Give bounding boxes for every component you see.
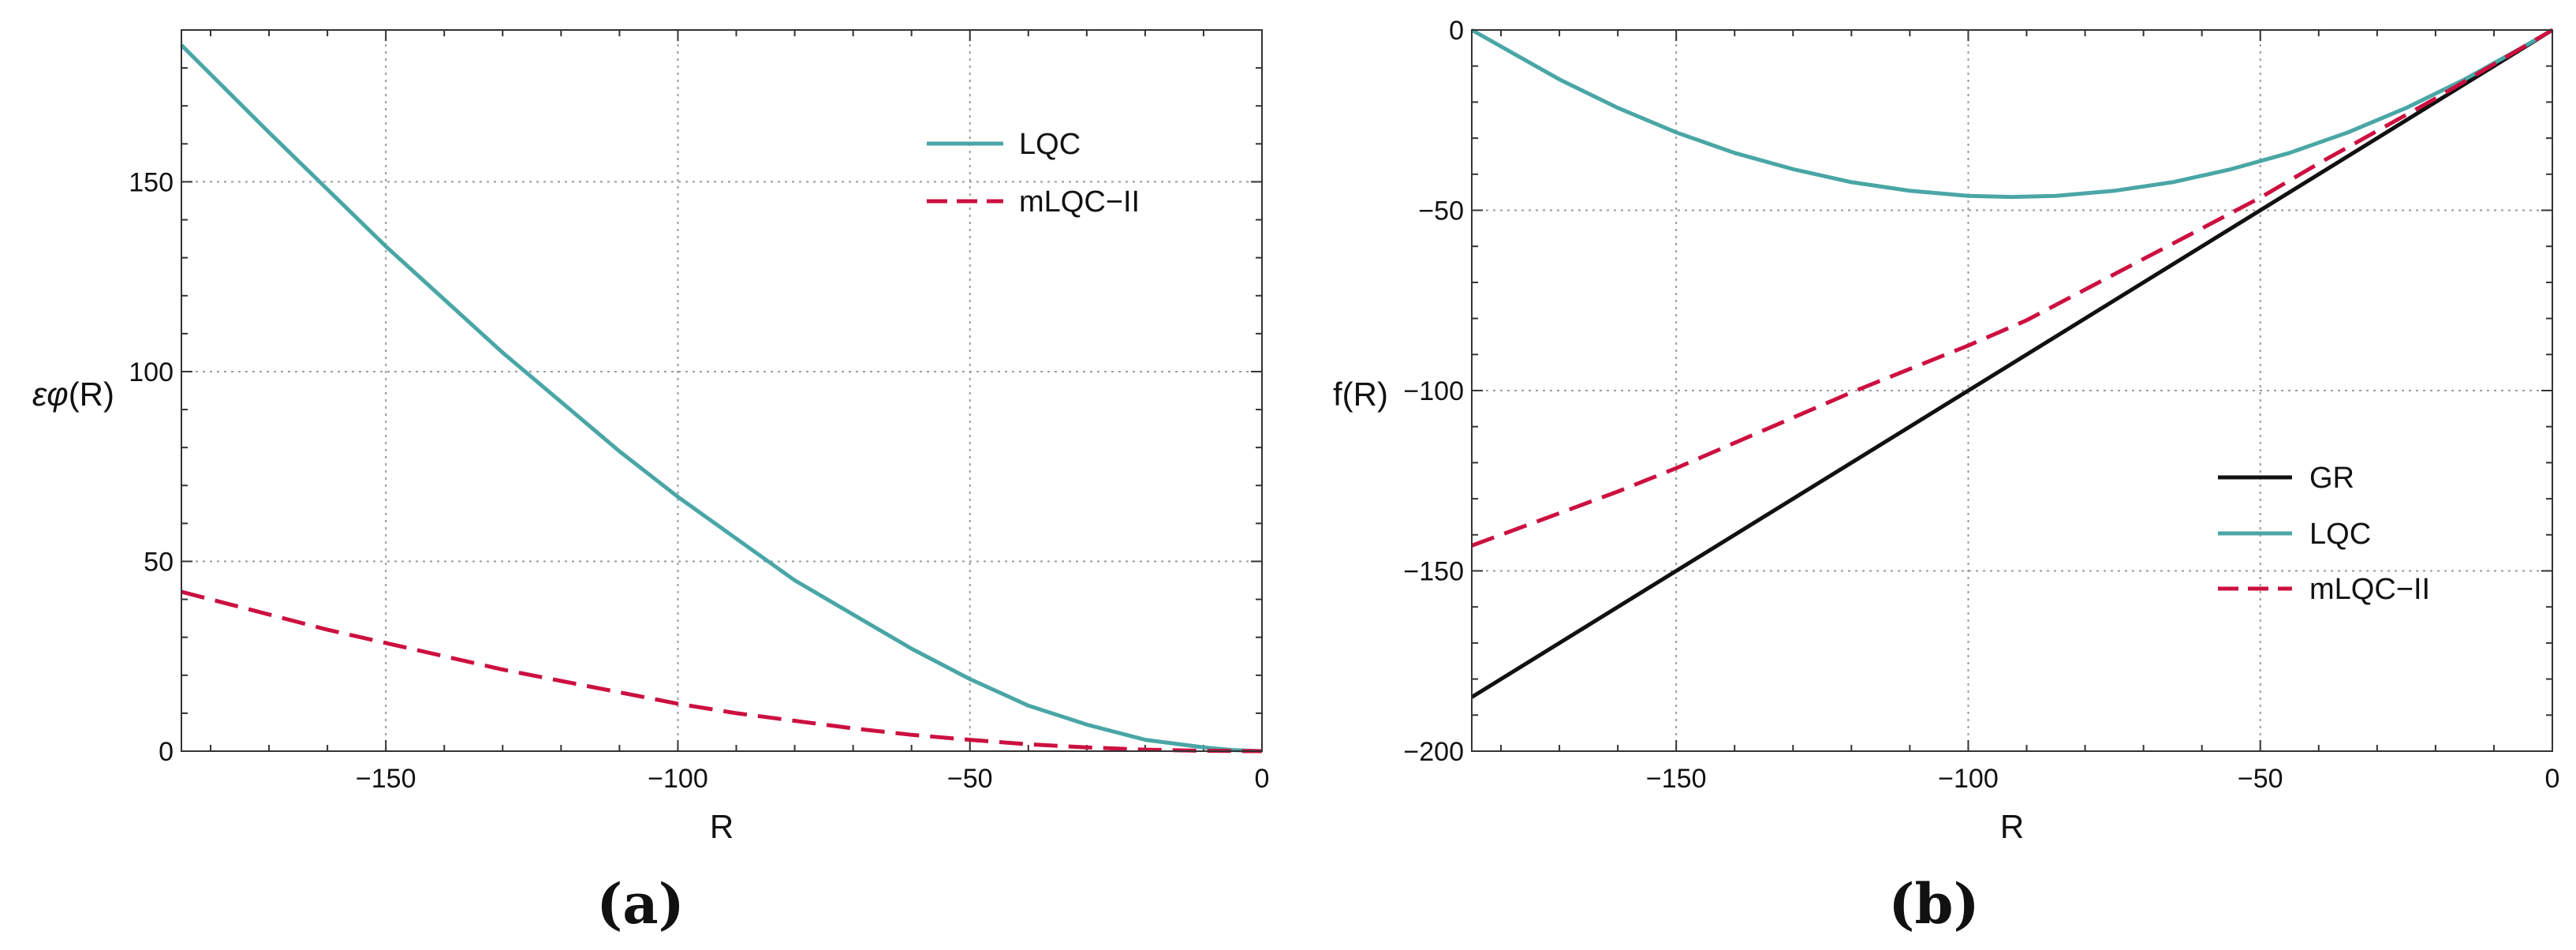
panel-a-y-label-arg: (R) (69, 376, 114, 413)
panel-b: −150 −100 −50 0 −200 −150 −100 −50 0 R f(R) GR L… (1333, 16, 2559, 937)
panel-a-ticks (181, 29, 1263, 752)
panel-a-legend: LQC mLQC−II (927, 128, 1140, 219)
panel-b-series (1470, 28, 2554, 699)
panel-b-x-tick-label: −150 (1646, 764, 1707, 794)
panel-b-y-tick-label: −100 (1403, 376, 1464, 406)
panel-a-y-tick-label: 150 (129, 167, 174, 197)
panel-a-grid (181, 30, 1262, 751)
panel-a-label: (a) (596, 871, 685, 937)
panel-a-y-axis-label: εφ(R) (32, 376, 114, 413)
panel-b-tick-labels: −150 −100 −50 0 −200 −150 −100 −50 0 (1403, 16, 2559, 794)
panel-b-legend-label-lqc: LQC (2309, 518, 2371, 551)
panel-a-series (180, 43, 1263, 754)
panel-b-legend-label-mlqc: mLQC−II (2309, 573, 2430, 606)
panel-a-legend-label-mlqc: mLQC−II (1019, 185, 1140, 219)
panel-b-series-mlqc-ii-line (1471, 28, 2554, 548)
panel-a-tick-labels: −150 −100 −50 0 0 50 100 150 (129, 167, 1269, 794)
panel-a-series-mlqc-ii-line (181, 589, 1263, 754)
panel-a-x-tick-label: −150 (356, 764, 416, 794)
panel-b-series-gr-line (1470, 28, 2554, 699)
panel-a-x-tick-label: 0 (1255, 764, 1270, 794)
panel-b-legend-label-gr: GR (2309, 462, 2354, 495)
panel-a: −150 −100 −50 0 0 50 100 150 R εφ(R) LQC mLQC−I… (32, 29, 1269, 937)
panel-b-y-axis-label: f(R) (1333, 376, 1388, 413)
panel-b-x-tick-label: −50 (2238, 764, 2283, 794)
panel-b-y-tick-label: −200 (1403, 737, 1464, 767)
panel-a-frame (181, 29, 1263, 752)
panel-a-series-lqc-line (180, 43, 1263, 754)
panel-b-frame (1471, 29, 2553, 752)
panel-a-legend-label-lqc: LQC (1019, 128, 1081, 161)
panel-a-y-tick-label: 100 (129, 357, 174, 387)
panel-a-y-tick-label: 0 (159, 737, 174, 767)
panel-b-x-tick-label: −100 (1938, 764, 1999, 794)
panel-b-x-tick-label: 0 (2545, 764, 2560, 794)
panel-b-y-tick-label: −50 (1418, 196, 1464, 226)
panel-b-x-axis-label: R (2000, 808, 2024, 845)
panel-b-ticks (1472, 29, 2553, 752)
panel-b-series-lqc-line (1470, 28, 2554, 200)
panel-b-grid (1472, 30, 2552, 751)
panel-a-y-label-epsilon: ε (32, 376, 47, 413)
panel-a-y-label-phi: φ (47, 376, 68, 413)
panel-b-legend: GR LQC mLQC−II (2218, 462, 2430, 606)
panel-a-x-tick-label: −100 (648, 764, 708, 794)
panel-a-y-tick-label: 50 (144, 547, 174, 577)
panel-b-label: (b) (1888, 871, 1979, 937)
panel-a-x-tick-label: −50 (947, 764, 993, 794)
panel-a-x-axis-label: R (710, 808, 734, 845)
panel-b-y-tick-label: 0 (1449, 16, 1464, 46)
panel-b-y-tick-label: −150 (1403, 557, 1464, 587)
